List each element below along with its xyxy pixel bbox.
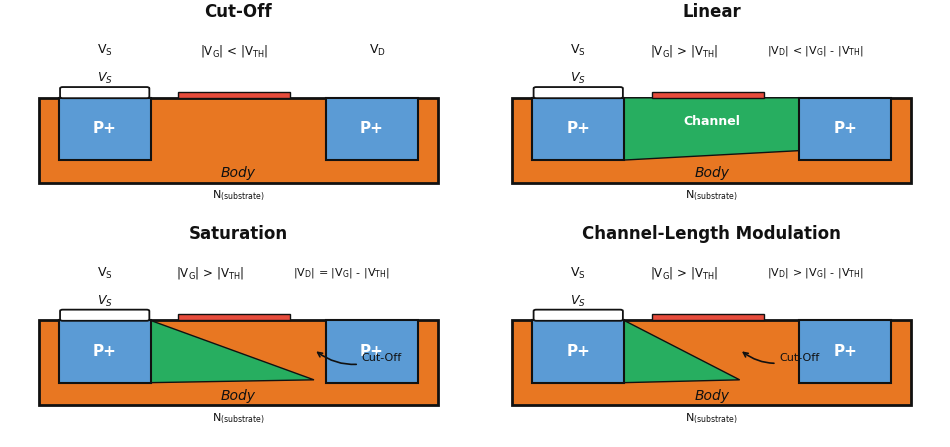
Text: N$_{\mathsf{(substrate)}}$: N$_{\mathsf{(substrate)}}$ bbox=[212, 411, 265, 426]
FancyBboxPatch shape bbox=[179, 314, 290, 320]
Text: P+: P+ bbox=[833, 344, 857, 359]
Text: N$_{\mathsf{(substrate)}}$: N$_{\mathsf{(substrate)}}$ bbox=[685, 411, 738, 426]
Text: |V$_\mathsf{D}$| = |V$_\mathsf{G}$| - |V$_\mathsf{TH}$|: |V$_\mathsf{D}$| = |V$_\mathsf{G}$| - |V… bbox=[294, 266, 390, 280]
Text: |V$_\mathsf{G}$| > |V$_\mathsf{TH}$|: |V$_\mathsf{G}$| > |V$_\mathsf{TH}$| bbox=[650, 42, 718, 59]
FancyBboxPatch shape bbox=[326, 98, 418, 160]
Text: $\mathsf{V_S}$: $\mathsf{V_S}$ bbox=[570, 266, 586, 281]
FancyBboxPatch shape bbox=[59, 320, 150, 383]
Text: Body: Body bbox=[220, 389, 256, 403]
Text: |V$_\mathsf{G}$| > |V$_\mathsf{TH}$|: |V$_\mathsf{G}$| > |V$_\mathsf{TH}$| bbox=[650, 265, 718, 281]
FancyBboxPatch shape bbox=[60, 310, 149, 321]
Text: P+: P+ bbox=[93, 344, 117, 359]
FancyBboxPatch shape bbox=[652, 92, 764, 98]
FancyBboxPatch shape bbox=[179, 92, 290, 98]
Text: P+: P+ bbox=[566, 344, 590, 359]
Text: $\mathsf{V_D}$: $\mathsf{V_D}$ bbox=[370, 43, 387, 58]
Text: Body: Body bbox=[694, 166, 730, 180]
FancyBboxPatch shape bbox=[39, 98, 438, 183]
Text: Body: Body bbox=[694, 389, 730, 403]
Text: $V_S$: $V_S$ bbox=[97, 294, 113, 309]
FancyBboxPatch shape bbox=[512, 98, 911, 183]
Title: Saturation: Saturation bbox=[189, 225, 288, 244]
Text: P+: P+ bbox=[833, 122, 857, 136]
Text: $V_S$: $V_S$ bbox=[570, 72, 586, 86]
Title: Linear: Linear bbox=[682, 3, 741, 21]
FancyBboxPatch shape bbox=[800, 98, 891, 160]
Text: P+: P+ bbox=[360, 344, 384, 359]
Text: P+: P+ bbox=[360, 122, 384, 136]
Text: |V$_\mathsf{G}$| > |V$_\mathsf{TH}$|: |V$_\mathsf{G}$| > |V$_\mathsf{TH}$| bbox=[176, 265, 244, 281]
FancyBboxPatch shape bbox=[59, 98, 150, 160]
Polygon shape bbox=[150, 320, 314, 383]
FancyBboxPatch shape bbox=[60, 87, 149, 98]
Text: |V$_\mathsf{G}$| < |V$_\mathsf{TH}$|: |V$_\mathsf{G}$| < |V$_\mathsf{TH}$| bbox=[200, 42, 269, 59]
Text: Channel: Channel bbox=[683, 115, 740, 128]
Polygon shape bbox=[624, 320, 740, 383]
Text: P+: P+ bbox=[93, 122, 117, 136]
FancyBboxPatch shape bbox=[800, 320, 891, 383]
Text: P+: P+ bbox=[566, 122, 590, 136]
FancyBboxPatch shape bbox=[512, 320, 911, 405]
FancyBboxPatch shape bbox=[326, 320, 418, 383]
Text: $\mathsf{V_S}$: $\mathsf{V_S}$ bbox=[97, 266, 113, 281]
Polygon shape bbox=[624, 98, 800, 160]
Text: $V_S$: $V_S$ bbox=[97, 72, 113, 86]
FancyBboxPatch shape bbox=[534, 310, 623, 321]
FancyBboxPatch shape bbox=[534, 87, 623, 98]
Text: |V$_\mathsf{D}$| > |V$_\mathsf{G}$| - |V$_\mathsf{TH}$|: |V$_\mathsf{D}$| > |V$_\mathsf{G}$| - |V… bbox=[767, 266, 864, 280]
FancyBboxPatch shape bbox=[532, 320, 624, 383]
Text: $\mathsf{V_S}$: $\mathsf{V_S}$ bbox=[97, 43, 113, 58]
FancyBboxPatch shape bbox=[39, 320, 438, 405]
FancyBboxPatch shape bbox=[652, 314, 764, 320]
Text: $\mathsf{V_S}$: $\mathsf{V_S}$ bbox=[570, 43, 586, 58]
Text: Cut-Off: Cut-Off bbox=[743, 353, 820, 363]
Text: Cut-Off: Cut-Off bbox=[317, 352, 402, 364]
Title: Cut-Off: Cut-Off bbox=[204, 3, 272, 21]
Text: $V_S$: $V_S$ bbox=[570, 294, 586, 309]
Text: |V$_\mathsf{D}$| < |V$_\mathsf{G}$| - |V$_\mathsf{TH}$|: |V$_\mathsf{D}$| < |V$_\mathsf{G}$| - |V… bbox=[767, 44, 864, 58]
Text: N$_{\mathsf{(substrate)}}$: N$_{\mathsf{(substrate)}}$ bbox=[212, 189, 265, 203]
Text: N$_{\mathsf{(substrate)}}$: N$_{\mathsf{(substrate)}}$ bbox=[685, 189, 738, 203]
Title: Channel-Length Modulation: Channel-Length Modulation bbox=[582, 225, 841, 244]
FancyBboxPatch shape bbox=[532, 98, 624, 160]
Text: Body: Body bbox=[220, 166, 256, 180]
